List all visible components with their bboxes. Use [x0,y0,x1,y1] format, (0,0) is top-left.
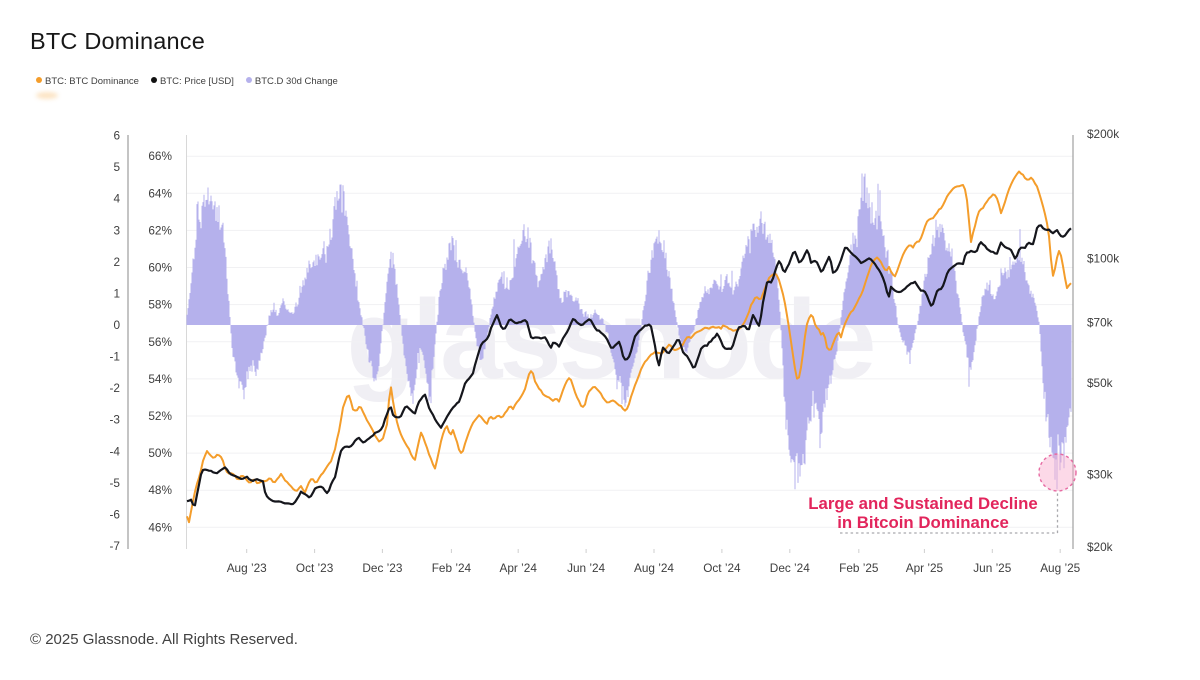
svg-text:3: 3 [113,223,120,237]
svg-text:-3: -3 [110,413,121,427]
svg-text:62%: 62% [148,223,172,237]
svg-text:-5: -5 [110,476,121,490]
svg-text:$30k: $30k [1087,467,1113,481]
svg-text:Apr ’24: Apr ’24 [500,561,538,575]
svg-text:56%: 56% [148,335,172,349]
svg-text:$50k: $50k [1087,376,1113,390]
svg-text:4: 4 [113,192,120,206]
svg-text:50%: 50% [148,446,172,460]
svg-text:in Bitcoin Dominance: in Bitcoin Dominance [837,513,1009,532]
svg-text:$20k: $20k [1087,540,1113,554]
svg-text:Apr ’25: Apr ’25 [906,561,944,575]
svg-text:Aug ’25: Aug ’25 [1040,561,1080,575]
svg-text:Jun ’24: Jun ’24 [567,561,605,575]
svg-text:5: 5 [113,160,120,174]
svg-text:Feb ’24: Feb ’24 [432,561,472,575]
svg-text:$200k: $200k [1087,127,1119,141]
svg-text:Jun ’25: Jun ’25 [973,561,1011,575]
svg-text:Aug ’23: Aug ’23 [227,561,267,575]
svg-text:Oct ’23: Oct ’23 [296,561,334,575]
svg-text:-2: -2 [110,381,121,395]
svg-text:66%: 66% [148,149,172,163]
svg-text:Feb ’25: Feb ’25 [839,561,879,575]
svg-text:52%: 52% [148,409,172,423]
svg-text:-6: -6 [110,507,121,521]
svg-text:60%: 60% [148,261,172,275]
svg-text:-1: -1 [110,350,121,364]
svg-text:-4: -4 [110,444,121,458]
svg-text:1: 1 [113,286,120,300]
svg-text:Large and Sustained Decline: Large and Sustained Decline [808,494,1037,513]
svg-text:$100k: $100k [1087,251,1119,265]
svg-text:Oct ’24: Oct ’24 [703,561,741,575]
svg-text:Dec ’23: Dec ’23 [362,561,402,575]
svg-text:Aug ’24: Aug ’24 [634,561,674,575]
svg-text:48%: 48% [148,483,172,497]
svg-text:6: 6 [113,129,120,143]
svg-text:58%: 58% [148,298,172,312]
svg-text:46%: 46% [148,520,172,534]
svg-text:$70k: $70k [1087,315,1113,329]
svg-text:Dec ’24: Dec ’24 [770,561,810,575]
svg-text:64%: 64% [148,186,172,200]
svg-text:0: 0 [113,318,120,332]
svg-text:2: 2 [113,255,120,269]
svg-text:54%: 54% [148,372,172,386]
svg-text:-7: -7 [110,539,121,553]
